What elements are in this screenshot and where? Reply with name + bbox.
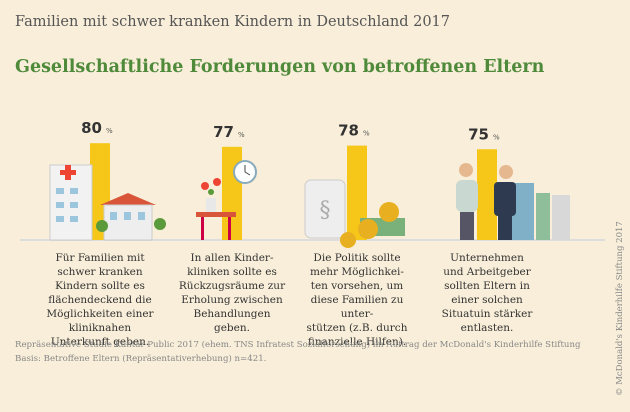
category-text: Für Familien mit schwer kranken Kindern … — [46, 252, 154, 348]
category-text: In allen Kinder- kliniken sollte es Rück… — [178, 252, 286, 334]
source-note: Repräsentative Studie Kantar Public 2017… — [15, 340, 581, 350]
value-label: 75 — [468, 125, 489, 143]
category-text: Unternehmen und Arbeitgeber sollten Elte… — [441, 252, 533, 334]
illustrations: § — [49, 160, 570, 248]
bar — [477, 149, 497, 240]
category-text: Die Politik sollte mehr Möglichkei- ten … — [306, 252, 408, 348]
bar — [222, 146, 242, 240]
value-unit: % — [493, 133, 500, 141]
value-unit: % — [363, 130, 370, 138]
copyright: © McDonald's Kinderhilfe Stiftung 2017 — [615, 221, 625, 396]
value-unit: % — [106, 127, 113, 135]
basis-note: Basis: Betroffene Eltern (Repräsentative… — [15, 354, 267, 364]
value-label: 78 — [338, 122, 359, 140]
value-label: 77 — [213, 123, 234, 141]
chart-subtitle: Gesellschaftliche Forderungen von betrof… — [15, 57, 545, 77]
svg-text:§: § — [320, 198, 331, 223]
value-label: 80 — [81, 119, 102, 137]
chart-title: Familien mit schwer kranken Kindern in D… — [15, 14, 450, 30]
value-unit: % — [238, 131, 245, 139]
bar — [347, 145, 367, 240]
